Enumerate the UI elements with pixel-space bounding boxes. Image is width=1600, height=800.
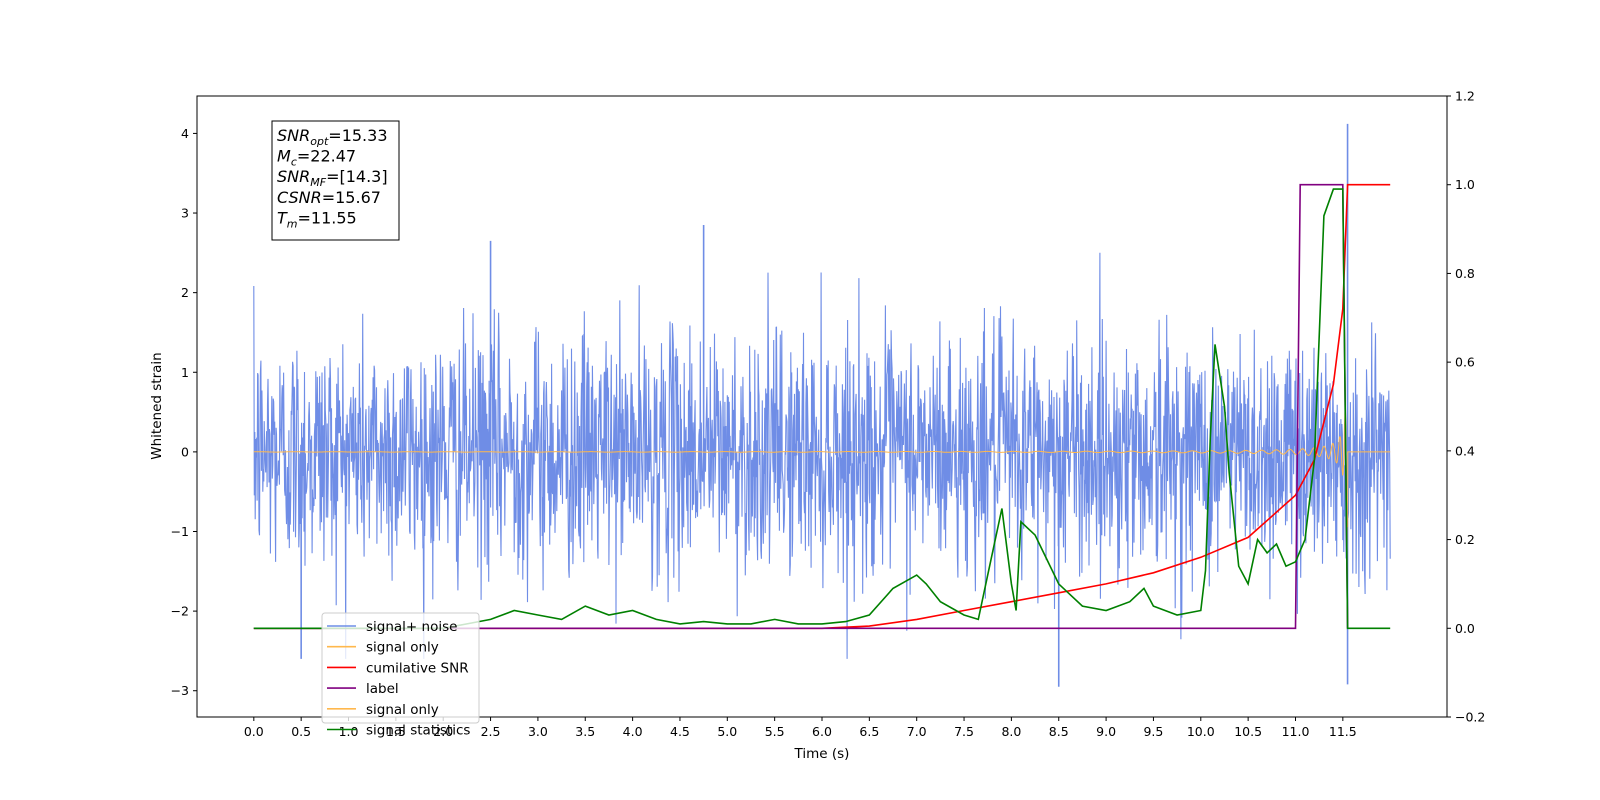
y-tick-label: 3 xyxy=(181,206,189,221)
x-tick-label: 6.0 xyxy=(812,724,832,739)
y-axis-left: 4 3 2 1 0 −1 −2 −3 xyxy=(171,126,197,698)
y-axis-label: Whitened strain xyxy=(149,352,165,459)
x-tick-label: 4.0 xyxy=(623,724,643,739)
x-tick-label: 2.0 xyxy=(433,724,453,739)
x-tick-label: 7.0 xyxy=(907,724,927,739)
x-tick-label: 5.5 xyxy=(765,724,785,739)
y2-tick-label: 0.6 xyxy=(1455,355,1475,370)
plot-area xyxy=(253,123,1391,687)
x-tick-label: 8.0 xyxy=(1001,724,1021,739)
y2-tick-label: −0.2 xyxy=(1455,710,1485,725)
annotation-sub: m xyxy=(287,217,298,230)
annotation-sub: opt xyxy=(310,135,329,148)
x-axis-label: Time (s) xyxy=(794,746,850,762)
x-tick-label: 1.5 xyxy=(386,724,406,739)
y-tick-label: 2 xyxy=(181,285,189,300)
x-tick-label: 1.0 xyxy=(339,724,359,739)
legend: signal+ noise signal only cumilative SNR la… xyxy=(321,612,480,739)
series-signal-only xyxy=(253,409,1391,575)
annotation-value: =[14.3] xyxy=(326,167,388,186)
y2-tick-label: 0.2 xyxy=(1455,532,1475,547)
y2-tick-label: 0.0 xyxy=(1455,621,1475,636)
annotation-var: SNR xyxy=(277,167,310,186)
legend-label: signal+ noise xyxy=(366,619,457,635)
annotation-var: M xyxy=(277,147,291,166)
legend-label: signal statistics xyxy=(366,723,470,739)
y2-tick-label: 0.8 xyxy=(1455,266,1475,281)
annotation-frame xyxy=(271,120,400,241)
y2-tick-label: 1.2 xyxy=(1455,89,1475,104)
x-tick-label: 7.5 xyxy=(954,724,974,739)
annotation-sub: c xyxy=(291,156,297,169)
y2-tick-label: 0.4 xyxy=(1455,443,1475,458)
x-tick-label: 0.0 xyxy=(244,724,264,739)
legend-label: label xyxy=(366,681,399,697)
annotation-line: SNRMF=[14.3] xyxy=(277,167,388,189)
annotation-line: SNRopt=15.33 xyxy=(277,126,388,148)
y-axis-right: 1.2 1.0 0.8 0.6 0.4 0.2 0.0 −0.2 xyxy=(1447,89,1485,725)
legend-label: signal only xyxy=(366,640,439,656)
x-tick-label: 2.5 xyxy=(481,724,501,739)
x-tick-label: 9.5 xyxy=(1143,724,1163,739)
annotation-line: Mc=22.47 xyxy=(277,147,356,169)
annotation-var: SNR xyxy=(277,126,310,145)
x-tick-label: 3.0 xyxy=(528,724,548,739)
y-tick-label: −1 xyxy=(171,524,189,539)
annotation-var: CSNR xyxy=(277,188,322,207)
y-tick-label: 1 xyxy=(181,365,189,380)
x-tick-label: 11.0 xyxy=(1282,724,1310,739)
x-tick-label: 3.5 xyxy=(575,724,595,739)
x-tick-label: 9.0 xyxy=(1096,724,1116,739)
series-signal-noise xyxy=(253,252,1391,659)
annotation-line: CSNR=15.67 xyxy=(277,188,381,207)
series-signal-statistics xyxy=(253,188,1391,630)
y-tick-label: −3 xyxy=(171,683,189,698)
y-tick-label: 4 xyxy=(181,126,189,141)
legend-label: cumilative SNR xyxy=(366,660,469,676)
annotation-var: T xyxy=(277,208,288,227)
x-tick-label: 8.5 xyxy=(1049,724,1069,739)
legend-label: signal only xyxy=(366,702,439,718)
y-tick-label: −2 xyxy=(171,604,189,619)
legend-frame xyxy=(321,612,480,724)
annotation-value: =22.47 xyxy=(297,147,356,166)
series-cumilative-snr xyxy=(253,183,1391,630)
series-label xyxy=(253,183,1349,630)
annotation-sub: MF xyxy=(310,176,326,189)
y-tick-label: 0 xyxy=(181,444,189,459)
x-tick-label: 11.5 xyxy=(1329,724,1357,739)
annotation-value: =11.55 xyxy=(298,208,357,227)
x-tick-label: 4.5 xyxy=(670,724,690,739)
annotation-value: =15.33 xyxy=(328,126,387,145)
x-tick-label: 6.5 xyxy=(859,724,879,739)
annotation-value: =15.67 xyxy=(322,188,381,207)
x-axis: 0.0 0.5 1.0 1.5 2.0 2.5 3.0 3.5 4.0 4.5 5.0 5.5 6.0 6… xyxy=(244,717,1357,739)
x-tick-label: 10.5 xyxy=(1234,724,1262,739)
x-tick-label: 0.5 xyxy=(291,724,311,739)
x-tick-label: 5.0 xyxy=(717,724,737,739)
annotation-line: Tm=11.55 xyxy=(277,208,357,230)
y2-tick-label: 1.0 xyxy=(1455,177,1475,192)
x-tick-label: 10.0 xyxy=(1187,724,1215,739)
annotation-box: SNRopt=15.33Mc=22.47SNRMF=[14.3]CSNR=15.… xyxy=(271,120,400,241)
